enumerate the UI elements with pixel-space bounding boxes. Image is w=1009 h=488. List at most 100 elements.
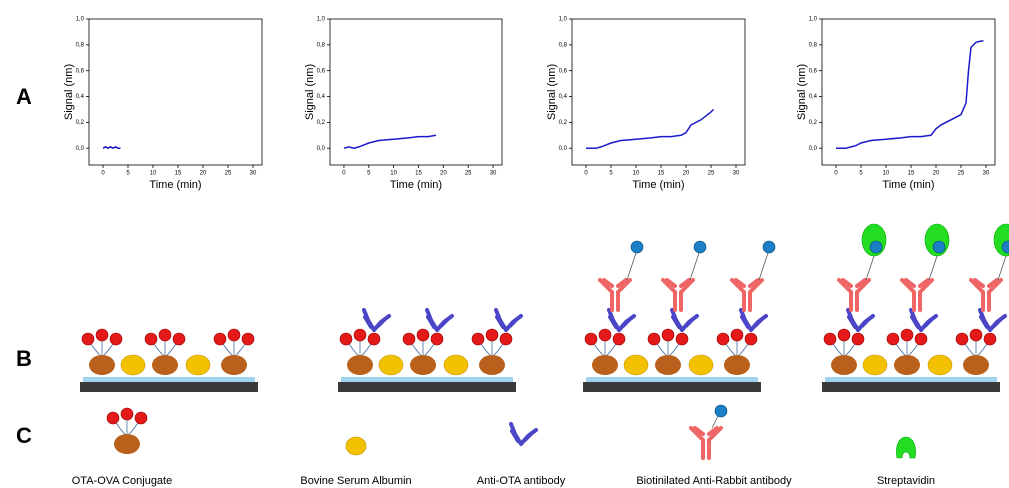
anti-ota-antibody	[427, 310, 452, 330]
anti-ota-antibody	[609, 310, 634, 330]
ova-protein	[655, 355, 681, 375]
ota-hapten	[956, 333, 968, 345]
bsa	[863, 355, 887, 375]
y-axis-title: Signal (nm)	[796, 64, 808, 120]
biotin	[763, 241, 775, 253]
legend-label: Biotinilated Anti-Rabbit antibody	[636, 475, 792, 487]
ota-hapten	[500, 333, 512, 345]
substrate-top	[586, 377, 758, 382]
data-line	[344, 135, 436, 148]
bsa	[186, 355, 210, 375]
x-tick-label: 10	[390, 171, 397, 177]
ota-hapten	[368, 333, 380, 345]
ova-protein	[221, 355, 247, 375]
ova-protein	[347, 355, 373, 375]
plot-frame	[822, 19, 995, 165]
x-axis-title: Time (min)	[882, 179, 934, 191]
y-tick-label: 0,6	[559, 68, 568, 74]
bsa	[444, 355, 468, 375]
ota-hapten	[431, 333, 443, 345]
y-tick-label: 0,2	[317, 120, 326, 126]
y-tick-label: 0,4	[76, 94, 85, 100]
ota-hapten	[340, 333, 352, 345]
ota-hapten	[121, 408, 133, 420]
ota-hapten	[901, 329, 913, 341]
x-axis-title: Time (min)	[149, 179, 201, 191]
panel-label: C	[16, 423, 32, 448]
substrate	[338, 382, 516, 392]
x-axis-title: Time (min)	[390, 179, 442, 191]
x-tick-label: 15	[415, 171, 422, 177]
x-tick-label: 10	[883, 171, 890, 177]
ota-hapten	[403, 333, 415, 345]
x-tick-label: 30	[250, 171, 257, 177]
substrate-top	[83, 377, 255, 382]
x-tick-label: 30	[733, 171, 740, 177]
ota-hapten	[745, 333, 757, 345]
ota-hapten	[717, 333, 729, 345]
bsa	[379, 355, 403, 375]
streptavidin	[896, 437, 915, 458]
x-tick-label: 25	[225, 171, 232, 177]
ota-hapten	[173, 333, 185, 345]
ova-protein	[89, 355, 115, 375]
y-tick-label: 0,4	[317, 94, 326, 100]
y-tick-label: 0,4	[809, 94, 818, 100]
y-tick-label: 0,6	[76, 68, 85, 74]
bsa	[928, 355, 952, 375]
y-tick-label: 1,0	[809, 17, 818, 23]
panel-label: A	[16, 84, 32, 109]
ota-hapten	[135, 412, 147, 424]
x-tick-label: 5	[126, 171, 130, 177]
ota-hapten	[107, 412, 119, 424]
x-tick-label: 25	[465, 171, 472, 177]
y-tick-label: 0,8	[317, 42, 326, 48]
substrate	[583, 382, 761, 392]
anti-rabbit-antibody	[971, 280, 1001, 310]
x-tick-label: 0	[584, 171, 588, 177]
anti-ota-antibody	[511, 424, 536, 444]
ota-hapten	[417, 329, 429, 341]
x-tick-label: 20	[933, 171, 940, 177]
substrate-top	[825, 377, 997, 382]
y-tick-label: 0,6	[809, 68, 818, 74]
ota-hapten	[984, 333, 996, 345]
data-line	[586, 109, 714, 148]
ova-protein	[963, 355, 989, 375]
biotin	[715, 405, 727, 417]
ova-protein	[152, 355, 178, 375]
biotin	[870, 241, 882, 253]
y-tick-label: 0,8	[76, 42, 85, 48]
plot-frame	[330, 19, 502, 165]
x-tick-label: 0	[101, 171, 105, 177]
ota-hapten	[648, 333, 660, 345]
y-tick-label: 0,2	[809, 120, 818, 126]
y-tick-label: 0,0	[559, 146, 568, 152]
ova-protein	[410, 355, 436, 375]
ota-hapten	[731, 329, 743, 341]
x-tick-label: 20	[683, 171, 690, 177]
legend-label: Bovine Serum Albumin	[300, 475, 411, 487]
x-tick-label: 20	[440, 171, 447, 177]
legend-label: Streptavidin	[877, 475, 935, 487]
bsa	[346, 437, 366, 455]
ota-hapten	[486, 329, 498, 341]
anti-rabbit-antibody	[691, 428, 721, 458]
y-tick-label: 0,0	[809, 146, 818, 152]
biotin-linker	[690, 250, 700, 280]
y-tick-label: 0,8	[809, 42, 818, 48]
plot-frame	[89, 19, 262, 165]
biotin-linker	[627, 250, 637, 280]
anti-rabbit-antibody	[600, 280, 630, 310]
y-tick-label: 1,0	[76, 17, 85, 23]
y-axis-title: Signal (nm)	[304, 64, 316, 120]
ova-protein	[592, 355, 618, 375]
anti-ota-antibody	[364, 310, 389, 330]
ota-hapten	[472, 333, 484, 345]
x-tick-label: 25	[958, 171, 965, 177]
data-line	[836, 41, 984, 148]
ota-hapten	[110, 333, 122, 345]
figure: A B C 0510152025300,00,20,40,60,81,0Time…	[0, 0, 1009, 488]
bsa	[624, 355, 648, 375]
y-tick-label: 0,2	[559, 120, 568, 126]
